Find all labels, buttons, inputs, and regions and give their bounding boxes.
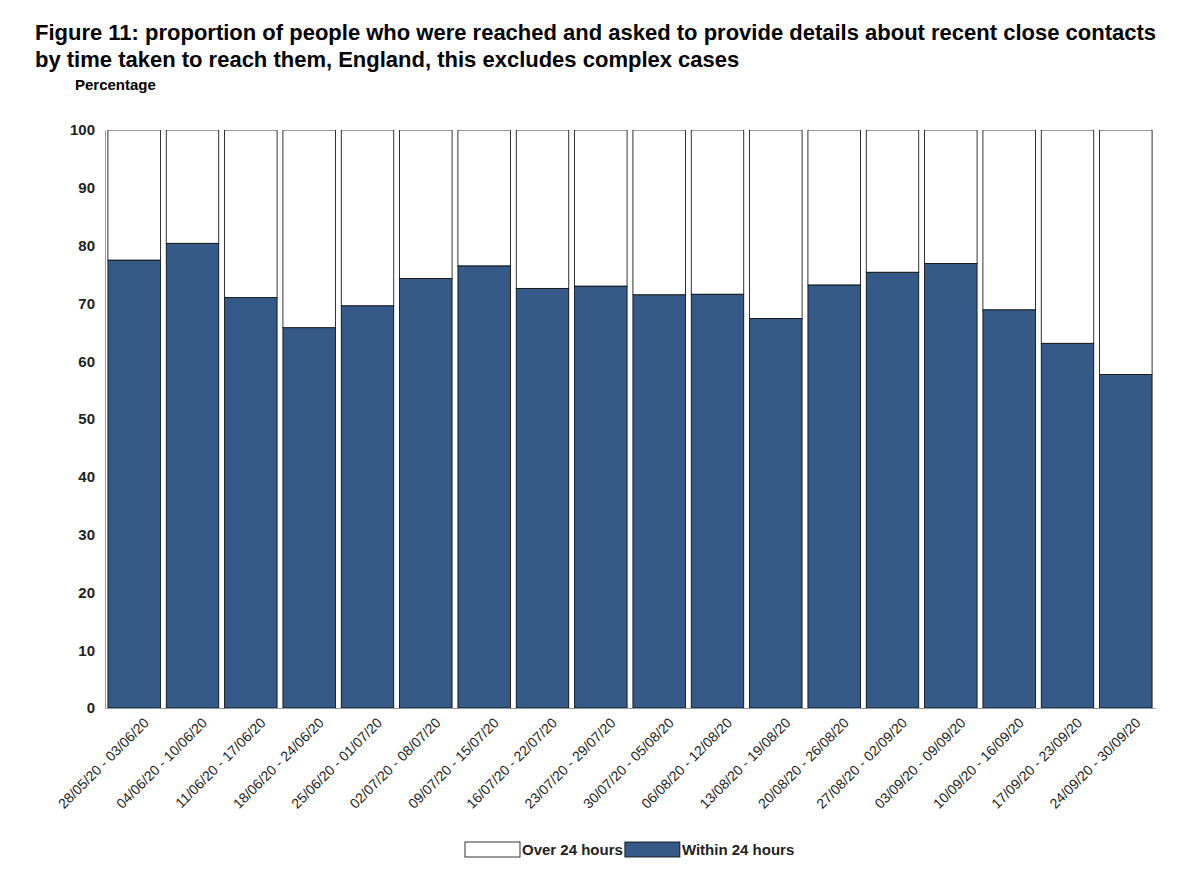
bar (166, 243, 219, 708)
y-tick-label: 60 (78, 353, 95, 370)
y-tick-label: 80 (78, 237, 95, 254)
x-axis-line (106, 708, 1156, 709)
series (108, 243, 1152, 708)
bar (633, 295, 686, 708)
bar (458, 130, 511, 266)
bar (1041, 130, 1094, 343)
y-tick: 70 (78, 295, 105, 312)
y-tick: 0 (87, 699, 105, 716)
legend-swatch (625, 842, 680, 857)
y-axis-title: Percentage (75, 76, 156, 93)
bar (866, 272, 919, 708)
legend-label: Over 24 hours (522, 841, 623, 858)
bar (341, 306, 394, 708)
bar (516, 130, 569, 288)
bar (283, 328, 336, 708)
y-tick-label: 0 (87, 699, 95, 716)
bar (108, 260, 161, 708)
y-tick: 100 (70, 121, 105, 138)
bar (750, 130, 803, 318)
x-tick-label: 24/09/20 - 30/09/20 (1046, 714, 1143, 811)
y-tick: 40 (78, 468, 105, 485)
bar (866, 130, 919, 272)
bar (1100, 130, 1153, 374)
series (108, 130, 1152, 374)
bar (225, 130, 278, 298)
bar (166, 130, 219, 243)
bar (983, 310, 1036, 708)
bar (225, 298, 278, 708)
y-tick: 30 (78, 526, 105, 543)
legend-item: Within 24 hours (625, 841, 794, 858)
y-tick-label: 90 (78, 179, 95, 196)
chart: Figure 11: proportion of people who were… (0, 0, 1200, 880)
y-tick: 20 (78, 584, 105, 601)
bar (925, 264, 978, 708)
y-tick-label: 20 (78, 584, 95, 601)
bar (458, 266, 511, 708)
bar (1100, 374, 1153, 708)
bar (808, 130, 861, 285)
bar (691, 130, 744, 294)
bar (341, 130, 394, 306)
legend-item: Over 24 hours (465, 841, 623, 858)
bar (575, 286, 628, 708)
legend-swatch (465, 842, 520, 857)
bar (108, 130, 161, 260)
bar (691, 294, 744, 708)
y-axis-line (105, 131, 106, 709)
bar (808, 285, 861, 708)
y-tick: 90 (78, 179, 105, 196)
bar (575, 130, 628, 286)
y-tick-label: 100 (70, 121, 95, 138)
title-line: by time taken to reach them, England, th… (35, 47, 739, 72)
bar (400, 279, 453, 708)
bar (633, 130, 686, 295)
y-tick: 50 (78, 410, 105, 427)
bar (516, 288, 569, 708)
x-axis: 28/05/20 - 03/06/2004/06/20 - 10/06/2011… (55, 708, 1156, 812)
y-tick-label: 10 (78, 642, 95, 659)
plot: 0 10 20 30 40 50 60 70 80 90 100 28/05/20 - 03/06/2… (55, 121, 1156, 811)
x-tick: 24/09/20 - 30/09/20 (1046, 708, 1143, 812)
y-axis: 0 10 20 30 40 50 60 70 80 90 100 (70, 121, 106, 716)
legend: Over 24 hours Within 24 hours (465, 841, 794, 858)
bar (983, 130, 1036, 310)
bar (1041, 343, 1094, 708)
y-tick-label: 30 (78, 526, 95, 543)
y-tick-label: 70 (78, 295, 95, 312)
y-tick: 80 (78, 237, 105, 254)
bars (108, 130, 1152, 708)
bar (925, 130, 978, 264)
y-tick: 60 (78, 353, 105, 370)
bar (400, 130, 453, 279)
title-line: Figure 11: proportion of people who were… (35, 20, 1156, 45)
legend-label: Within 24 hours (682, 841, 794, 858)
title: Figure 11: proportion of people who were… (35, 20, 1156, 72)
y-tick-label: 50 (78, 410, 95, 427)
bar (283, 130, 336, 328)
bar (750, 318, 803, 708)
y-tick-label: 40 (78, 468, 95, 485)
y-tick: 10 (78, 642, 105, 659)
